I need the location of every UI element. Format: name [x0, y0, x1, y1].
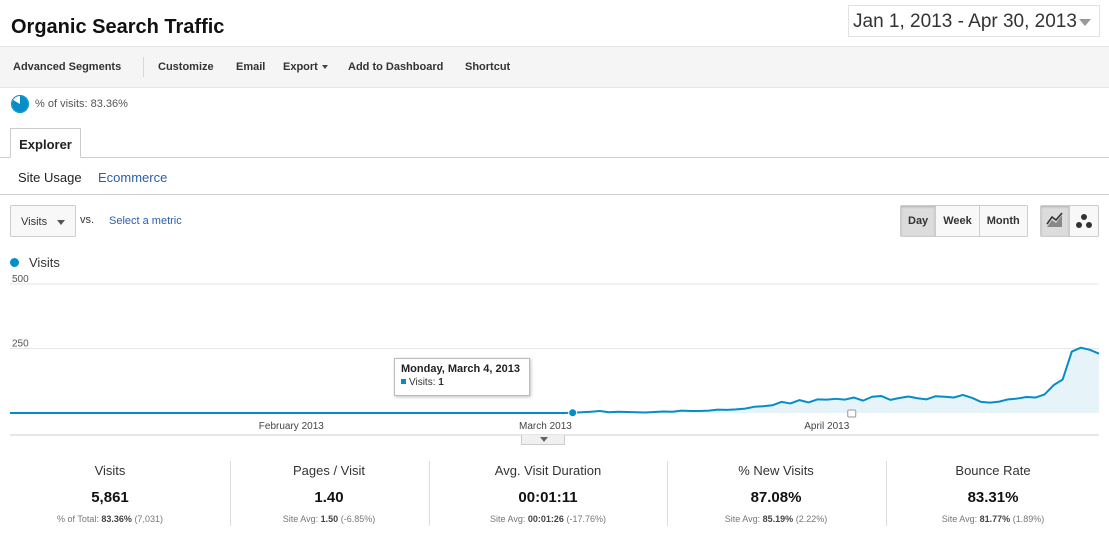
scorecard[interactable]: Bounce Rate 83.31% Site Avg: 81.77% (1.89%… [887, 456, 1099, 528]
scorecard-divider [230, 461, 231, 526]
line-chart-button[interactable] [1041, 206, 1070, 236]
scorecard-comparison: Site Avg: 1.50 (-6.85%) [231, 514, 427, 524]
chevron-down-icon [57, 220, 65, 225]
percent-of-visits: % of visits: 83.36% [35, 98, 128, 110]
scorecard[interactable]: Avg. Visit Duration 00:01:11 Site Avg: 00:… [430, 456, 666, 528]
scorecard-label: Avg. Visit Duration [494, 463, 602, 478]
x-tick-label: February 2013 [259, 421, 324, 432]
granularity-toggle: Day Week Month [900, 205, 1028, 237]
tooltip-label: Visits: [409, 377, 436, 388]
chart-collapse-toggle[interactable] [521, 435, 565, 445]
x-tick-label: April 2013 [804, 421, 849, 432]
clipped-row [0, 552, 1109, 558]
hover-point [568, 408, 578, 418]
comparison-value: 83.36% [101, 514, 132, 524]
tab-bar-line [0, 157, 1109, 158]
visits-line [10, 346, 1100, 414]
comparison-value: 81.77% [979, 514, 1011, 524]
comparison-prefix: Site Avg: [282, 514, 319, 524]
comparison-prefix: Site Avg: [941, 514, 978, 524]
scorecard[interactable]: Visits 5,861 % of Total: 83.36% (7,031) [10, 456, 210, 528]
comparison-prefix: Site Avg: [724, 514, 761, 524]
month-button[interactable]: Month [978, 206, 1027, 236]
tab-explorer[interactable]: Explorer [10, 128, 81, 158]
scorecard-label: Visits [94, 463, 126, 478]
comparison-delta: (7,031) [134, 514, 163, 524]
bubble-chart-icon [1076, 214, 1093, 228]
scorecard-value: 83.31% [967, 489, 1019, 506]
scorecard-row: Visits 5,861 % of Total: 83.36% (7,031) Pag… [0, 456, 1109, 528]
chart-tooltip: Monday, March 4, 2013 Visits: 1 [394, 358, 530, 396]
export-label: Export [283, 61, 318, 73]
scorecard-comparison: Site Avg: 81.77% (1.89%) [887, 514, 1099, 524]
day-button[interactable]: Day [901, 206, 936, 236]
comparison-value: 00:01:26 [527, 514, 564, 524]
subtab-divider [0, 194, 1109, 195]
comparison-delta: (-6.85%) [340, 514, 376, 524]
legend-label: Visits [29, 255, 60, 270]
y-tick-label: 500 [12, 274, 29, 285]
add-to-dashboard-button[interactable]: Add to Dashboard [348, 61, 444, 73]
scorecard-value: 87.08% [750, 489, 802, 506]
shortcut-button[interactable]: Shortcut [465, 61, 511, 73]
scorecard-comparison: % of Total: 83.36% (7,031) [10, 514, 210, 524]
comparison-delta: (1.89%) [1012, 514, 1045, 524]
vs-label: vs. [80, 214, 95, 226]
chart-type-toggle [1040, 205, 1099, 237]
y-tick-label: 250 [12, 339, 29, 350]
report-toolbar: Advanced Segments Customize Email Export… [0, 46, 1109, 88]
comparison-prefix: Site Avg: [490, 514, 526, 524]
toolbar-divider [143, 57, 144, 77]
scorecard-comparison: Site Avg: 00:01:26 (-17.76%) [430, 514, 666, 524]
visits-area [10, 347, 1099, 413]
caret-down-icon [321, 65, 328, 70]
scorecard[interactable]: % New Visits 87.08% Site Avg: 85.19% (2.22… [668, 456, 884, 528]
page-title: Organic Search Traffic [11, 16, 225, 38]
tooltip-value: 1 [438, 377, 444, 388]
advanced-segments-button[interactable]: Advanced Segments [13, 61, 122, 73]
scorecard-label: Pages / Visit [292, 463, 366, 478]
scorecard-divider [667, 461, 668, 526]
comparison-value: 85.19% [762, 514, 794, 524]
x-tick-label: March 2013 [519, 421, 572, 432]
export-button[interactable]: Export [283, 61, 328, 73]
tooltip-swatch [401, 379, 406, 384]
date-range-label: Jan 1, 2013 - Apr 30, 2013 [853, 11, 1077, 32]
comparison-prefix: % of Total: [57, 514, 99, 524]
scorecard-value: 1.40 [314, 489, 344, 506]
scorecard-value: 00:01:11 [518, 489, 578, 506]
scorecard-value: 5,861 [91, 489, 129, 506]
comparison-value: 1.50 [320, 514, 339, 524]
pie-chart-icon [11, 95, 29, 113]
subtab-site-usage[interactable]: Site Usage [18, 170, 82, 185]
report-header: Organic Search Traffic Jan 1, 2013 - Apr… [0, 0, 1109, 46]
scorecard-divider [429, 461, 430, 526]
annotation-marker-icon [847, 409, 857, 418]
metric-dropdown[interactable]: Visits [10, 205, 76, 237]
tooltip-row: Visits: 1 [401, 377, 523, 388]
comparison-delta: (2.22%) [795, 514, 828, 524]
scorecard-label: Bounce Rate [955, 463, 1031, 478]
date-range-picker[interactable]: Jan 1, 2013 - Apr 30, 2013 [848, 5, 1100, 37]
email-button[interactable]: Email [236, 61, 266, 73]
comparison-delta: (-17.76%) [566, 514, 606, 524]
select-metric-link[interactable]: Select a metric [109, 215, 182, 227]
tooltip-date: Monday, March 4, 2013 [401, 363, 521, 375]
chevron-down-icon [1079, 19, 1091, 26]
line-chart-icon [1046, 212, 1063, 227]
week-button[interactable]: Week [935, 206, 979, 236]
motion-chart-button[interactable] [1069, 206, 1098, 236]
scorecard[interactable]: Pages / Visit 1.40 Site Avg: 1.50 (-6.85%) [231, 456, 427, 528]
scorecard-comparison: Site Avg: 85.19% (2.22%) [668, 514, 884, 524]
visits-chart: 500 250 February 2013 March 2013 April 2013 [10, 274, 1100, 436]
legend-swatch [10, 258, 19, 267]
subtab-ecommerce[interactable]: Ecommerce [98, 170, 168, 185]
chevron-down-icon [540, 437, 548, 442]
metric-dropdown-label: Visits [21, 216, 48, 228]
customize-button[interactable]: Customize [158, 61, 214, 73]
scorecard-divider [886, 461, 887, 526]
scorecard-label: % New Visits [738, 463, 814, 478]
